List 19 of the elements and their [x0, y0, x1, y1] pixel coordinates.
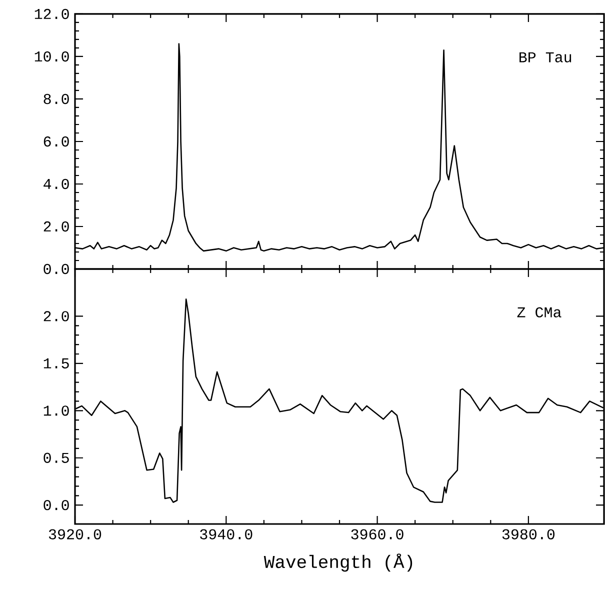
y-tick-label: 2.0	[44, 221, 69, 232]
y-tick-label: 12.0	[34, 8, 69, 20]
x-tick-label: 3960.0	[351, 529, 404, 540]
y-tick-label: 1.5	[44, 358, 69, 368]
y-tick-label: 4.0	[44, 178, 69, 190]
y-tick-label: 6.0	[44, 136, 69, 147]
x-tick-label: 3940.0	[200, 529, 252, 540]
y-tick-label: 0.5	[44, 452, 69, 463]
y-tick-label: 10.0	[34, 51, 69, 62]
x-axis-title: Wavelength (Å)	[264, 554, 412, 572]
y-tick-label: 2.0	[44, 311, 69, 322]
y-tick-label: 0.0	[44, 500, 69, 510]
x-tick-label: 3980.0	[502, 529, 555, 540]
legend-label: Z CMa	[517, 307, 562, 318]
y-tick-label: 1.0	[44, 406, 69, 416]
x-tick-label: 3920.0	[48, 529, 102, 540]
y-tick-label: 0.0	[44, 264, 69, 274]
y-tick-label: 8.0	[44, 94, 69, 104]
legend-label: BP Tau	[520, 52, 572, 62]
